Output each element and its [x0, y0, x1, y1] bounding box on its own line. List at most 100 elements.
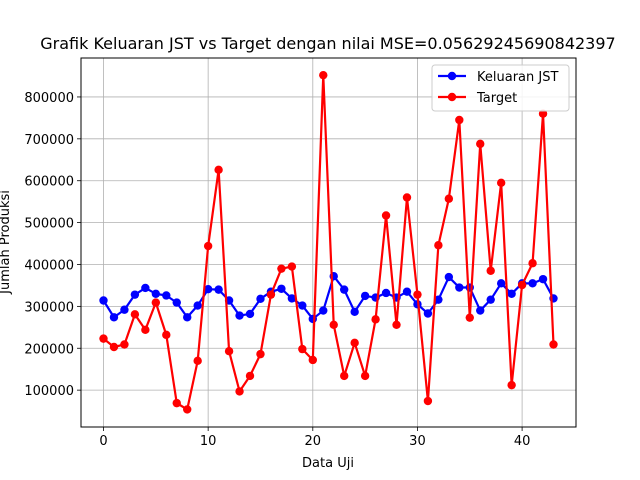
data-point-target	[339, 371, 349, 381]
data-point-target	[193, 356, 202, 366]
data-point-keluaran-jst	[339, 285, 349, 294]
data-point-keluaran-jst	[99, 296, 108, 305]
y-tick-label: 800000	[24, 91, 74, 106]
y-tick-label: 400000	[24, 258, 74, 273]
data-point-target	[528, 259, 537, 268]
data-point-keluaran-jst	[151, 289, 161, 299]
data-point-target	[120, 340, 129, 349]
series-layer	[99, 70, 558, 414]
x-tick-label: 0	[99, 434, 107, 449]
data-point-target	[538, 109, 548, 118]
data-point-keluaran-jst	[287, 294, 297, 303]
data-point-keluaran-jst	[507, 289, 516, 299]
x-axis-title: Data Uji	[302, 456, 354, 471]
data-point-target	[287, 262, 297, 271]
data-point-keluaran-jst	[360, 291, 370, 301]
data-point-target	[224, 346, 234, 356]
legend-marker-keluaran-jst	[447, 71, 457, 81]
x-tick-label: 30	[409, 434, 426, 449]
series-target	[99, 70, 558, 414]
legend-box	[431, 64, 570, 112]
y-tick-label: 500000	[24, 217, 74, 232]
data-point-target	[298, 344, 307, 354]
data-point-target	[476, 139, 485, 149]
data-point-keluaran-jst	[109, 313, 119, 322]
data-point-target	[141, 325, 150, 335]
legend-label-keluaran-jst: Keluaran JST	[477, 70, 558, 85]
data-point-keluaran-jst	[308, 314, 318, 324]
data-point-keluaran-jst	[319, 306, 328, 315]
data-point-target	[413, 290, 422, 299]
data-point-target	[203, 241, 213, 251]
plot-frame	[80, 57, 577, 428]
data-point-keluaran-jst	[486, 295, 495, 304]
data-point-keluaran-jst	[183, 313, 192, 322]
data-point-target	[256, 349, 265, 359]
data-point-target	[371, 315, 380, 324]
data-point-keluaran-jst	[277, 284, 286, 293]
data-point-target	[486, 266, 495, 275]
data-point-keluaran-jst	[434, 295, 443, 304]
axis-ticks: 0 10 20 30 40 100000 200000 300000 400000 500000 6…	[24, 91, 530, 449]
data-point-keluaran-jst	[528, 279, 537, 288]
data-point-target	[465, 313, 474, 322]
data-point-keluaran-jst	[214, 285, 223, 294]
data-point-target	[99, 334, 108, 343]
data-point-target	[266, 290, 276, 299]
data-point-keluaran-jst	[193, 301, 202, 310]
y-tick-label: 600000	[24, 175, 74, 190]
data-point-target	[214, 165, 223, 175]
data-point-target	[151, 298, 161, 307]
legend-label-target: Target	[476, 91, 517, 106]
y-axis-title: Jumlah Produksi	[0, 190, 13, 295]
x-tick-label: 10	[200, 434, 217, 449]
data-point-target	[308, 355, 318, 365]
data-point-keluaran-jst	[455, 283, 464, 292]
data-point-keluaran-jst	[381, 288, 391, 298]
data-point-keluaran-jst	[172, 298, 181, 307]
data-point-keluaran-jst	[298, 301, 307, 310]
data-point-target	[496, 178, 506, 188]
data-point-target	[381, 211, 391, 220]
data-point-target	[130, 310, 140, 319]
data-point-target	[277, 264, 286, 273]
data-point-keluaran-jst	[476, 306, 485, 315]
data-point-keluaran-jst	[496, 279, 506, 288]
data-point-target	[235, 387, 244, 396]
data-point-target	[549, 340, 558, 349]
series-keluaran-jst	[99, 272, 558, 324]
data-point-target	[507, 380, 516, 390]
y-tick-label: 300000	[24, 300, 74, 315]
data-point-target	[444, 194, 454, 203]
data-point-target	[360, 371, 370, 381]
data-point-keluaran-jst	[245, 309, 255, 319]
y-tick-label: 700000	[24, 133, 74, 148]
data-point-target	[172, 398, 181, 408]
x-tick-label: 20	[305, 434, 322, 449]
data-point-target	[329, 320, 338, 330]
data-point-keluaran-jst	[235, 311, 244, 320]
data-point-target	[434, 241, 443, 250]
data-point-target	[162, 330, 171, 340]
chart-title: Grafik Keluaran JST vs Target dengan nil…	[40, 34, 615, 53]
data-point-keluaran-jst	[423, 309, 433, 318]
data-point-keluaran-jst	[256, 294, 265, 304]
data-point-keluaran-jst	[141, 283, 150, 293]
data-point-keluaran-jst	[538, 274, 548, 284]
data-point-keluaran-jst	[444, 272, 454, 282]
data-point-keluaran-jst	[120, 305, 129, 314]
data-point-keluaran-jst	[130, 290, 140, 299]
data-point-target	[319, 70, 328, 80]
y-tick-label: 200000	[24, 342, 74, 357]
data-point-target	[455, 115, 464, 125]
x-tick-label: 40	[514, 434, 531, 449]
data-point-target	[517, 280, 527, 290]
data-point-keluaran-jst	[350, 307, 359, 317]
legend-marker-target	[447, 92, 457, 102]
data-point-target	[245, 371, 255, 381]
data-point-target	[350, 338, 359, 348]
data-point-target	[402, 193, 412, 202]
data-point-target	[109, 342, 119, 352]
data-point-target	[392, 320, 401, 330]
